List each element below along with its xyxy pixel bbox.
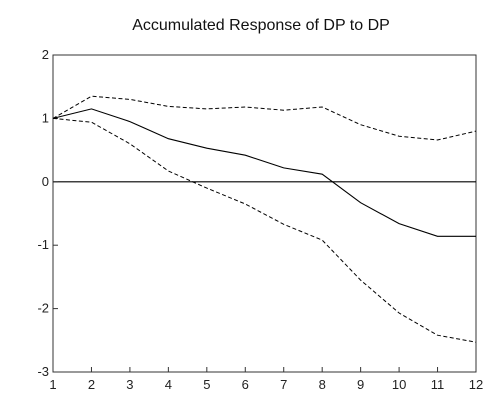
x-tick-label: 4 <box>165 377 172 392</box>
confidence-band-line-2 <box>52 117 477 343</box>
y-tick-label: 1 <box>42 110 49 125</box>
y-tick-label: 0 <box>42 174 49 189</box>
x-tick-label: 9 <box>357 377 364 392</box>
x-tick-label: 2 <box>88 377 95 392</box>
chart-title: Accumulated Response of DP to DP <box>132 17 390 34</box>
x-tick-label: 10 <box>392 377 406 392</box>
x-tick-label: 11 <box>431 377 445 392</box>
x-tick-label: 3 <box>126 377 133 392</box>
x-tick-label: 12 <box>469 377 483 392</box>
x-tick-label: 7 <box>280 377 287 392</box>
y-tick-label: -2 <box>37 301 49 316</box>
confidence-band-line-1 <box>52 95 477 141</box>
response-line <box>52 108 476 237</box>
y-tick-label: -3 <box>37 364 49 379</box>
y-tick-label: -1 <box>37 237 49 252</box>
x-tick-label: 1 <box>49 377 56 392</box>
x-tick-label: 6 <box>242 377 249 392</box>
x-tick-label: 5 <box>203 377 210 392</box>
x-tick-label: 8 <box>319 377 326 392</box>
plot-frame <box>52 54 477 373</box>
y-tick-label: 2 <box>42 47 49 62</box>
